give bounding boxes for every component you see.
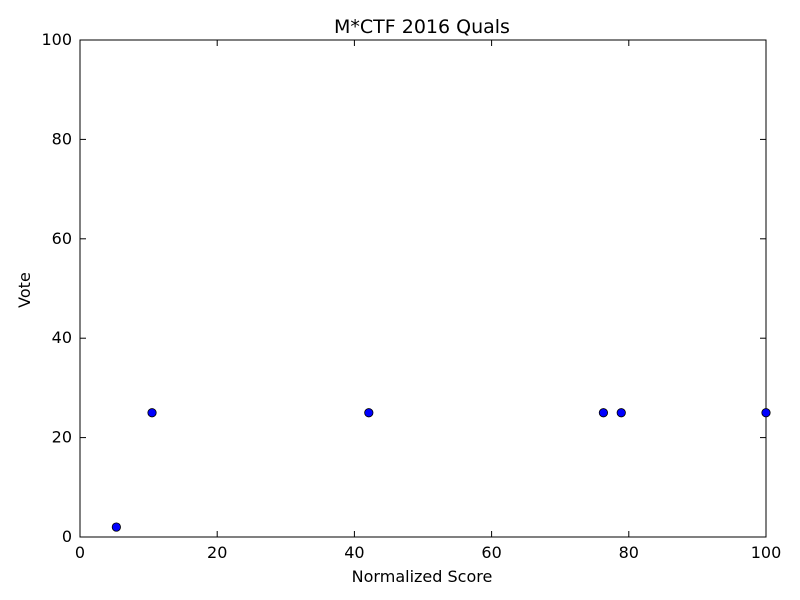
data-point xyxy=(761,408,771,418)
x-tick-label: 0 xyxy=(75,543,85,562)
x-tick-label: 20 xyxy=(207,543,227,562)
x-axis-ticks: 0 20 40 60 80 100 xyxy=(75,40,781,562)
data-point xyxy=(616,408,626,418)
data-point xyxy=(147,408,157,418)
plot-frame xyxy=(79,39,767,538)
x-axis-label: Normalized Score xyxy=(352,567,493,586)
y-axis-label: Vote xyxy=(15,272,34,308)
plot-area: 0 20 40 60 80 100 0 20 40 60 80 100 xyxy=(41,30,781,562)
data-point xyxy=(111,522,121,532)
x-tick-label: 80 xyxy=(619,543,639,562)
chart-title: M*CTF 2016 Quals xyxy=(334,16,510,38)
data-points xyxy=(111,408,771,532)
y-tick-label: 20 xyxy=(52,428,72,447)
y-tick-label: 0 xyxy=(62,527,72,546)
y-tick-label: 40 xyxy=(52,328,72,347)
data-point xyxy=(364,408,374,418)
data-point xyxy=(598,408,609,418)
x-tick-label: 60 xyxy=(481,543,501,562)
y-tick-label: 60 xyxy=(52,229,72,248)
x-tick-label: 100 xyxy=(751,543,782,562)
y-tick-label: 100 xyxy=(41,30,72,49)
y-tick-label: 80 xyxy=(52,129,72,148)
y-axis-ticks: 0 20 40 60 80 100 xyxy=(41,30,766,546)
x-tick-label: 40 xyxy=(344,543,364,562)
